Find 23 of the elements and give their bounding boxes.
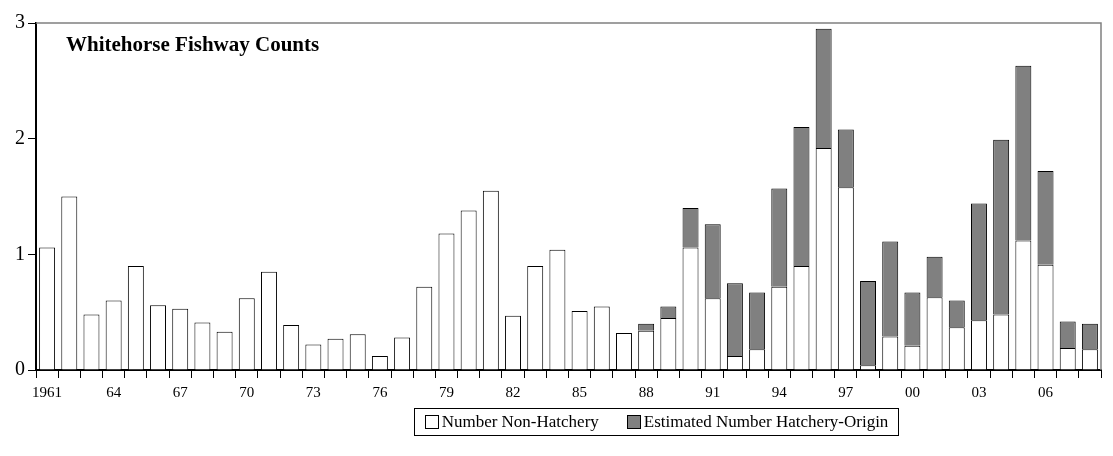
- x-tick-label: 73: [305, 383, 321, 400]
- y-tick-label: 0: [15, 357, 25, 380]
- x-tick-label: 00: [904, 383, 920, 400]
- x-tick-label: 85: [572, 383, 588, 400]
- x-tick-label: 94: [771, 383, 788, 400]
- y-tick-label: 1: [15, 241, 25, 264]
- x-tick-label: 64: [106, 383, 122, 400]
- x-tick-label: 76: [372, 383, 388, 400]
- x-tick-label: 82: [505, 383, 521, 400]
- x-tick-label: 06: [1038, 383, 1054, 400]
- legend-label: Estimated Number Hatchery-Origin: [643, 412, 889, 432]
- x-tick-label: 67: [172, 383, 189, 400]
- x-tick-label: 88: [638, 383, 654, 400]
- x-tick-label: 03: [971, 383, 987, 400]
- y-tick-label: 2: [15, 125, 25, 148]
- x-tick-label: 70: [239, 383, 255, 400]
- chart-title: Whitehorse Fishway Counts: [66, 31, 320, 56]
- x-tick-label: 97: [838, 383, 854, 400]
- x-tick-label: 1961: [32, 383, 63, 400]
- x-tick-label: 91: [705, 383, 721, 400]
- text: Number Non-Hatchery: [441, 412, 599, 432]
- y-tick-label: 3: [15, 10, 25, 33]
- x-tick-label: 79: [438, 383, 454, 400]
